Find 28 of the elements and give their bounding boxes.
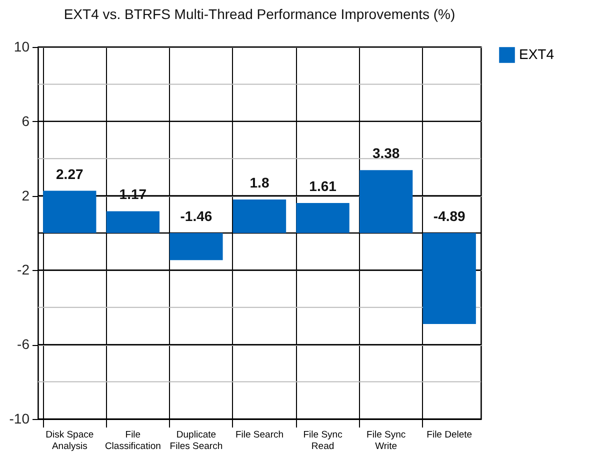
- x-tick-label: File Delete: [426, 430, 472, 440]
- y-tick-label: 6: [22, 112, 30, 129]
- legend-label: EXT4: [519, 46, 554, 62]
- data-label: 3.38: [372, 145, 400, 162]
- x-tick-label: Disk Space Analysis: [46, 430, 94, 452]
- y-tick-label: -6: [17, 336, 30, 352]
- y-tick-label: 10: [14, 38, 30, 54]
- bar: [106, 211, 160, 233]
- x-tick-label: File Search: [235, 430, 284, 440]
- bar: [232, 200, 286, 233]
- x-tick-label: File Sync Write: [366, 430, 406, 452]
- bar: [43, 190, 96, 233]
- data-label: -1.46: [180, 208, 212, 224]
- data-label: -4.89: [433, 208, 466, 224]
- data-label: 1.61: [309, 178, 337, 194]
- x-tick-label: File Classification: [104, 430, 161, 452]
- data-label: 2.27: [56, 166, 84, 182]
- bar: [359, 170, 413, 233]
- x-tick-label: File Sync Read: [303, 430, 343, 452]
- bar: [170, 233, 223, 260]
- y-tick-label: -2: [17, 262, 30, 278]
- y-tick-label: 2: [22, 187, 30, 204]
- bar: [422, 233, 476, 324]
- bar: [296, 203, 350, 233]
- data-label: 1.8: [250, 174, 270, 191]
- x-tick-label: Duplicate Files Search: [170, 430, 223, 452]
- y-tick-label: -10: [9, 410, 30, 426]
- chart-title: EXT4 vs. BTRFS Multi-Thread Performance Improvements (%): [64, 6, 456, 22]
